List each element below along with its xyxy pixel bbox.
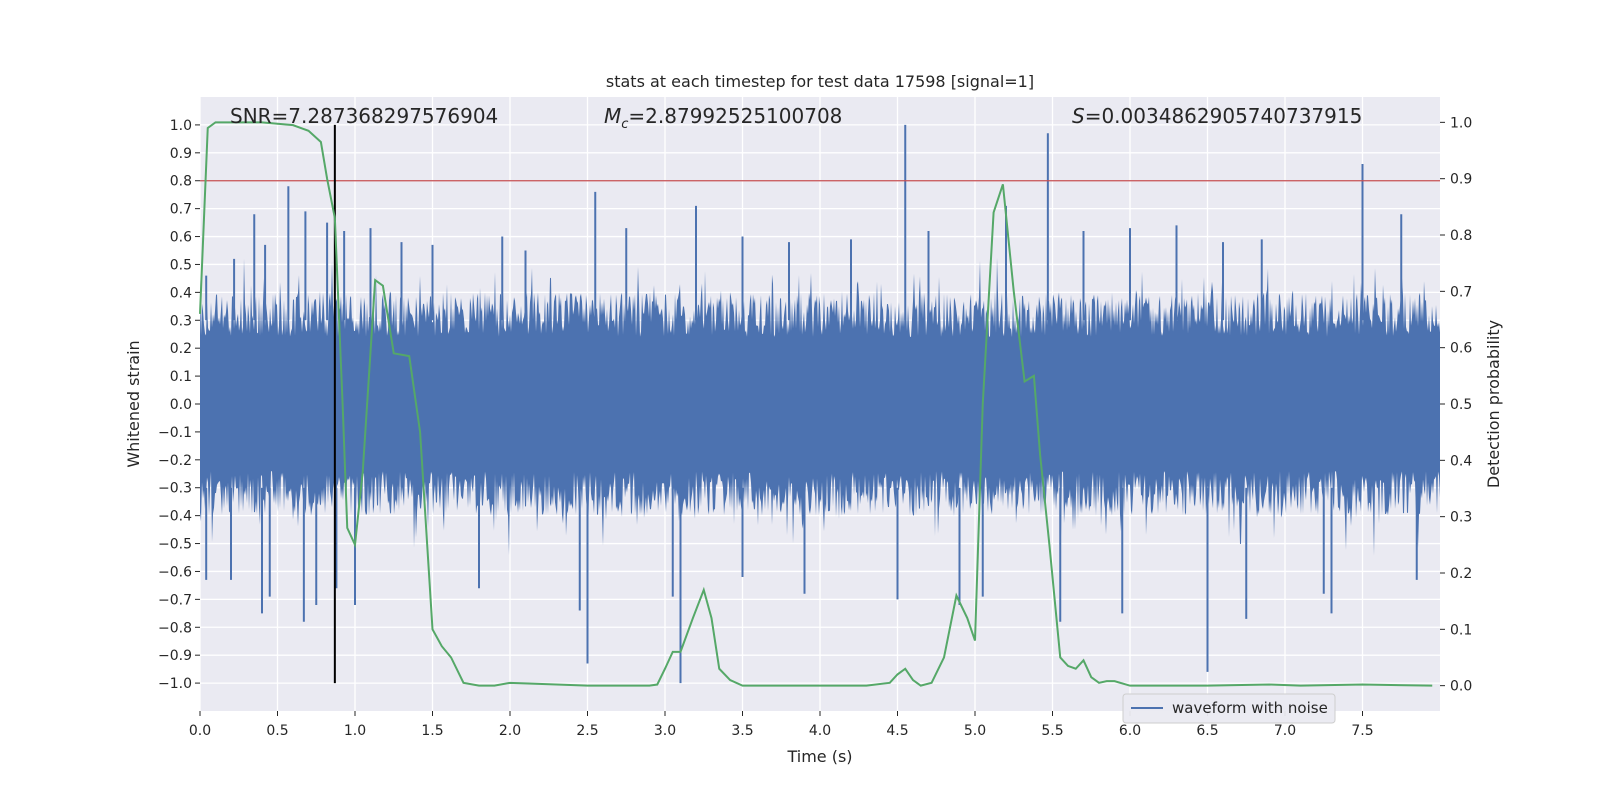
x-tick-label: 1.0 [344, 723, 366, 739]
y2-axis-label: Detection probability [1484, 320, 1503, 488]
y-tick-label: 0.8 [170, 174, 192, 190]
y-tick-label: −0.3 [158, 481, 192, 497]
y-axis-ticks: 1.0 0.9 0.8 0.7 0.6 0.5 0.4 0.3 0.2 0.1 0.0 −0.1 −0.… [158, 118, 200, 692]
y2-axis-ticks: 1.0 0.9 0.8 0.7 0.6 0.5 0.4 0.3 0.2 0.1 0.0 [1440, 115, 1472, 695]
x-axis-ticks: 0.0 0.5 1.0 1.5 2.0 2.5 3.0 3.5 4.0 4.5 5.0 5.5 6.0 6… [189, 711, 1374, 739]
y2-tick-label: 0.1 [1450, 622, 1472, 638]
legend-box [1122, 693, 1336, 724]
x-tick-label: 6.0 [1119, 723, 1141, 739]
x-tick-label: 5.0 [964, 723, 986, 739]
y-tick-label: −0.4 [158, 509, 192, 525]
y-tick-label: 0.6 [170, 230, 192, 246]
x-tick-label: 6.5 [1196, 723, 1218, 739]
y-axis-label: Whitened strain [124, 340, 143, 467]
snr-annotation: SNR=7.287368297576904 [230, 104, 498, 128]
s-symbol: S [1072, 104, 1085, 128]
y-tick-label: −0.7 [158, 592, 192, 608]
y-tick-label: −1.0 [158, 676, 192, 692]
y2-tick-label: 0.8 [1450, 228, 1472, 244]
x-tick-label: 7.0 [1274, 723, 1296, 739]
chirp-mass-subscript: c [621, 117, 628, 132]
y2-tick-label: 0.4 [1450, 453, 1472, 469]
y-tick-label: 1.0 [170, 118, 192, 134]
x-tick-label: 3.0 [654, 723, 676, 739]
x-tick-label: 3.5 [731, 723, 753, 739]
y2-tick-label: 0.6 [1450, 341, 1472, 357]
y2-tick-label: 0.5 [1450, 397, 1472, 413]
chart-title: stats at each timestep for test data 175… [606, 72, 1034, 91]
y-tick-label: −0.1 [158, 425, 192, 441]
y-tick-label: 0.2 [170, 341, 192, 357]
y-tick-label: 0.0 [170, 397, 192, 413]
y2-tick-label: 0.3 [1450, 510, 1472, 526]
y-tick-label: −0.6 [158, 564, 192, 580]
y-tick-label: −0.8 [158, 620, 192, 636]
x-tick-label: 4.0 [809, 723, 831, 739]
x-tick-label: 5.5 [1041, 723, 1063, 739]
y-tick-label: 0.9 [170, 146, 192, 162]
y-tick-label: −0.2 [158, 453, 192, 469]
s-value: =0.0034862905740737915 [1085, 104, 1363, 128]
x-tick-label: 4.5 [886, 723, 908, 739]
legend-label: waveform with noise [1172, 699, 1328, 717]
y2-tick-label: 0.9 [1450, 172, 1472, 188]
x-tick-label: 1.5 [421, 723, 443, 739]
y-tick-label: 0.3 [170, 313, 192, 329]
y2-tick-label: 0.0 [1450, 679, 1472, 695]
chirp-mass-annotation: Mc=2.87992525100708 [604, 104, 842, 132]
chirp-mass-value: =2.87992525100708 [628, 104, 842, 128]
chirp-mass-symbol: M [604, 104, 621, 128]
y-tick-label: 0.4 [170, 285, 192, 301]
x-axis-label: Time (s) [786, 747, 852, 766]
s-annotation: S=0.0034862905740737915 [1072, 104, 1362, 128]
waveform-spikes [205, 124, 1418, 684]
x-tick-label: 7.5 [1351, 723, 1373, 739]
legend: waveform with noise [1122, 693, 1336, 724]
probability-line [199, 121, 1433, 687]
y2-tick-label: 1.0 [1450, 115, 1472, 131]
y2-tick-label: 0.7 [1450, 284, 1472, 300]
x-tick-label: 2.5 [576, 723, 598, 739]
y-tick-label: −0.9 [158, 648, 192, 664]
y-tick-label: 0.1 [170, 369, 192, 385]
y-tick-label: −0.5 [158, 537, 192, 553]
x-tick-label: 0.0 [189, 723, 211, 739]
y-tick-label: 0.5 [170, 257, 192, 273]
x-tick-label: 2.0 [499, 723, 521, 739]
waveform-band [200, 257, 1440, 556]
y2-tick-label: 0.2 [1450, 566, 1472, 582]
y-tick-label: 0.7 [170, 202, 192, 218]
waveform-series [200, 124, 1440, 684]
x-tick-label: 0.5 [266, 723, 288, 739]
